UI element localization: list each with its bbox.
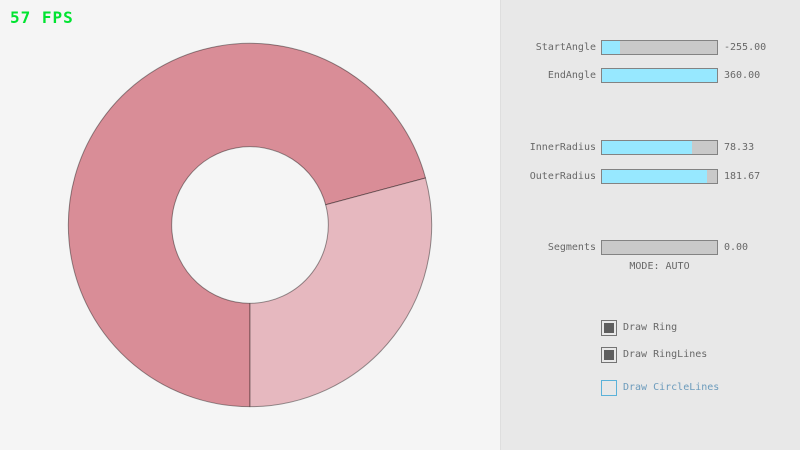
outerradius-slider-fill xyxy=(602,170,707,183)
slider-row-innerradius: InnerRadius 78.33 xyxy=(501,140,800,155)
slider-row-outerradius: OuterRadius 181.67 xyxy=(501,169,800,184)
checkmark-fill xyxy=(604,350,614,360)
endangle-value: 360.00 xyxy=(724,70,761,81)
outerradius-label: OuterRadius xyxy=(529,171,596,182)
fps-counter: 57 FPS xyxy=(10,8,74,27)
checkmark-fill xyxy=(604,323,614,333)
startangle-slider-fill xyxy=(602,41,621,54)
checkbox-draw-ringlines[interactable]: Draw RingLines xyxy=(601,347,781,363)
ring-drawing xyxy=(67,42,433,408)
segments-slider[interactable] xyxy=(601,240,718,255)
startangle-value: -255.00 xyxy=(724,42,767,53)
innerradius-value: 78.33 xyxy=(724,142,755,153)
draw-ringlines-label: Draw RingLines xyxy=(623,349,708,360)
innerradius-slider-fill xyxy=(602,141,692,154)
slider-row-endangle: EndAngle 360.00 xyxy=(501,68,800,83)
startangle-slider[interactable] xyxy=(601,40,718,55)
draw-ringlines-checkbox[interactable] xyxy=(601,347,617,363)
checkmark-fill xyxy=(604,383,614,393)
segments-value: 0.00 xyxy=(724,242,749,253)
endangle-label: EndAngle xyxy=(547,70,596,81)
outerradius-value: 181.67 xyxy=(724,171,761,182)
segments-label: Segments xyxy=(547,242,596,253)
innerradius-slider[interactable] xyxy=(601,140,718,155)
draw-ring-checkbox[interactable] xyxy=(601,320,617,336)
innerradius-label: InnerRadius xyxy=(529,142,596,153)
controls-panel: StartAngle -255.00 EndAngle 360.00 Inner… xyxy=(500,0,800,450)
draw-circlelines-checkbox[interactable] xyxy=(601,380,617,396)
draw-ring-label: Draw Ring xyxy=(623,322,678,333)
slider-row-startangle: StartAngle -255.00 xyxy=(501,40,800,55)
endangle-slider-fill xyxy=(602,69,717,82)
checkbox-draw-ring[interactable]: Draw Ring xyxy=(601,320,781,336)
segments-mode-label: MODE: AUTO xyxy=(629,261,690,272)
slider-row-segments: Segments 0.00 xyxy=(501,240,800,255)
startangle-label: StartAngle xyxy=(535,42,596,53)
endangle-slider[interactable] xyxy=(601,68,718,83)
checkbox-draw-circlelines[interactable]: Draw CircleLines xyxy=(601,380,781,396)
draw-circlelines-label: Draw CircleLines xyxy=(623,382,720,393)
outerradius-slider[interactable] xyxy=(601,169,718,184)
